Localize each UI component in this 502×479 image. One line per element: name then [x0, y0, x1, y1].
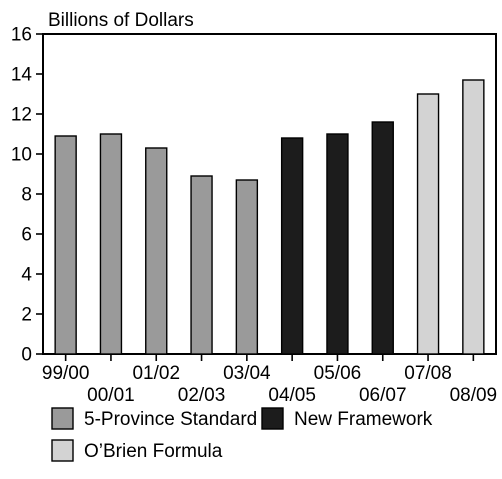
- plot-area: 0 2 4 6 8 10 12 14 16 99/0000/0101/0202/0303/0404…: [11, 25, 497, 407]
- bar-99-00: [54, 135, 77, 355]
- y-tick-label: 10: [11, 145, 32, 166]
- x-tick-label: 06/07: [359, 385, 407, 406]
- y-tick-label: 12: [11, 105, 32, 126]
- bar-07-08: [416, 93, 440, 355]
- legend-label: New Framework: [294, 409, 433, 430]
- legend-label: 5-Province Standard: [84, 409, 257, 430]
- y-tick-label: 4: [21, 265, 32, 286]
- legend: 5-Province Standard New Framework O’Brien …: [51, 407, 433, 462]
- legend-swatch: [261, 407, 284, 430]
- y-tick-label: 14: [11, 65, 33, 86]
- bar-08-09: [462, 79, 485, 355]
- bar-02-03: [190, 175, 213, 355]
- legend-swatch: [51, 439, 74, 462]
- x-tick-label: 08/09: [450, 385, 498, 406]
- bar-05-06: [326, 133, 349, 355]
- x-tick-label: 01/02: [132, 363, 180, 384]
- y-tick-label: 2: [21, 305, 32, 326]
- x-tick-label: 03/04: [223, 363, 271, 384]
- bar-04-05: [280, 137, 304, 355]
- bar-01-02: [145, 147, 168, 355]
- x-tick-label: 05/06: [314, 363, 362, 384]
- x-tick-label: 02/03: [178, 385, 226, 406]
- x-tick-label: 99/00: [42, 363, 90, 384]
- y-tick-label: 0: [21, 345, 32, 366]
- legend-swatch: [51, 407, 74, 430]
- bar-00-01: [99, 133, 123, 355]
- y-tick-label: 16: [11, 25, 32, 46]
- y-axis-title: Billions of Dollars: [48, 10, 194, 31]
- legend-label: O’Brien Formula: [84, 441, 223, 462]
- bar-06-07: [371, 121, 394, 355]
- x-tick-label: 00/01: [87, 385, 135, 406]
- x-tick-label: 07/08: [404, 363, 452, 384]
- y-tick-label: 6: [21, 225, 32, 246]
- x-tick-label: 04/05: [268, 385, 316, 406]
- bar-03-04: [235, 179, 259, 355]
- y-tick-label: 8: [21, 185, 32, 206]
